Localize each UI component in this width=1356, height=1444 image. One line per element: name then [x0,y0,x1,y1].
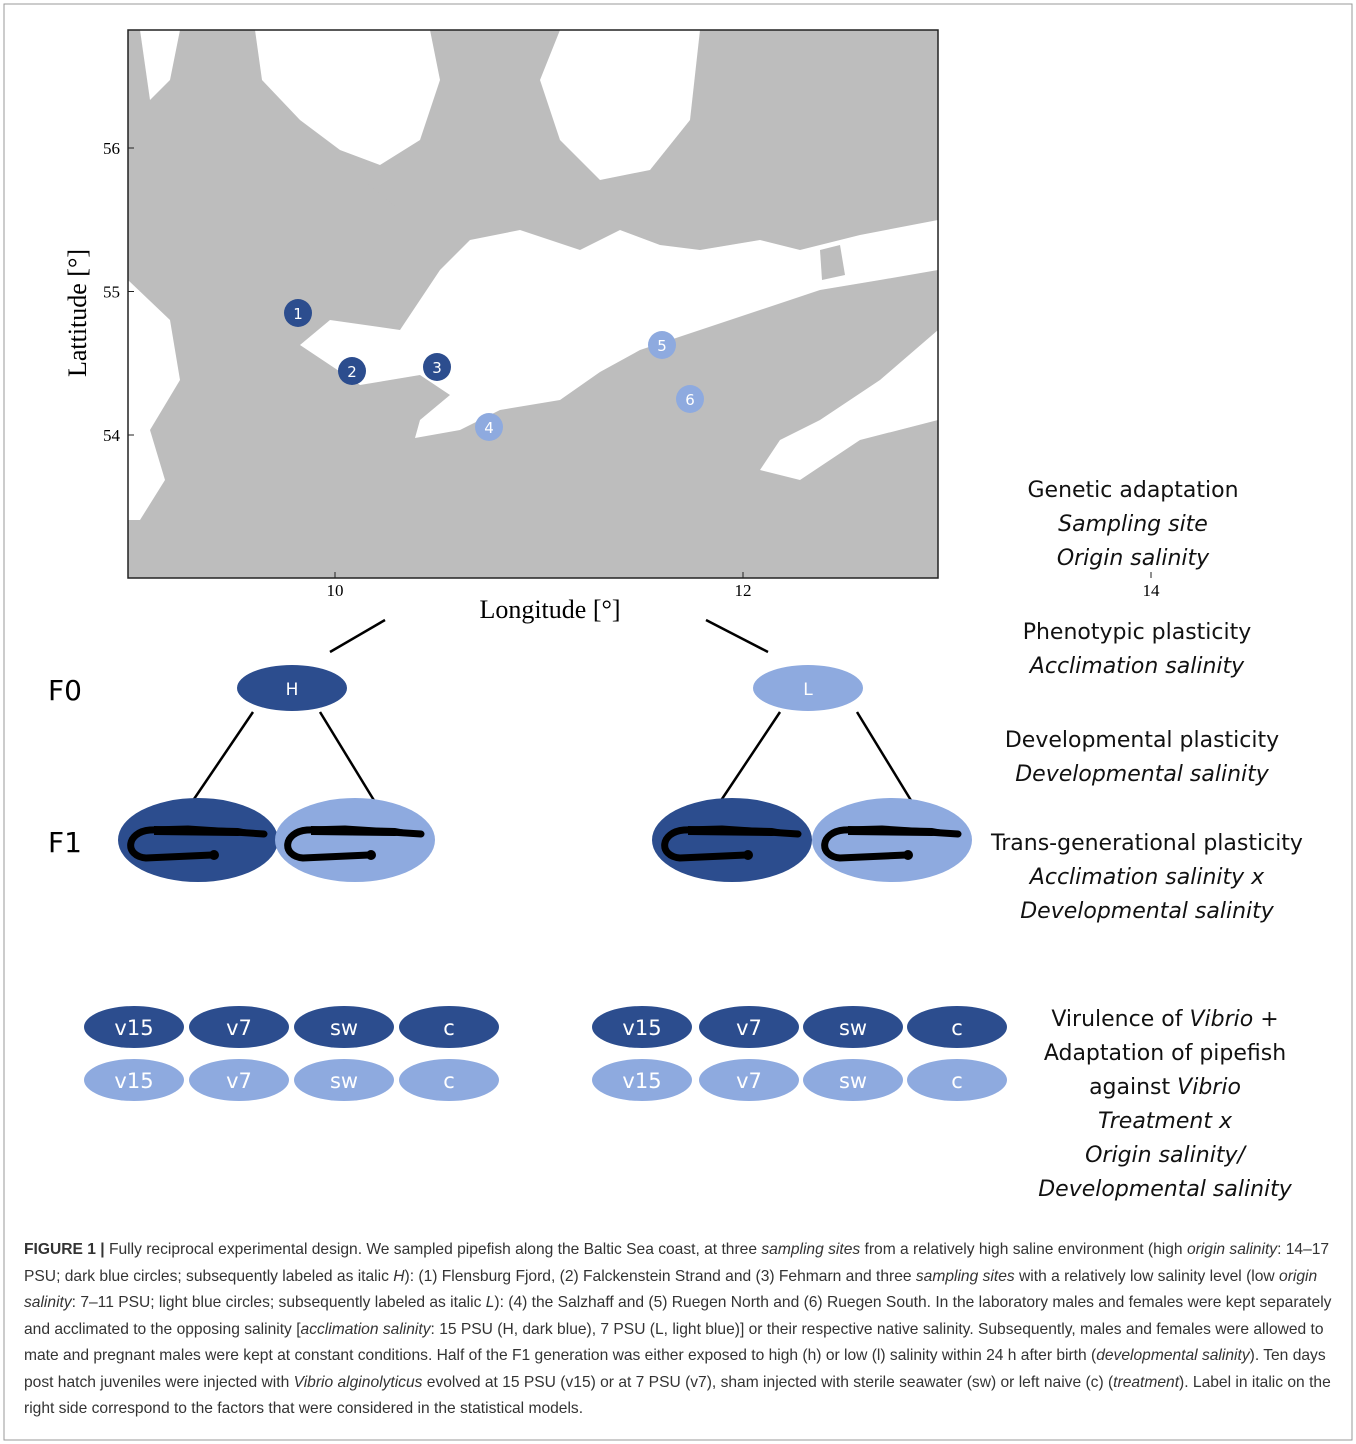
factor-line: Developmental salinity [1015,762,1270,787]
f1-node [275,798,435,882]
f1-label: F1 [48,826,82,859]
caption-text: treatment [1113,1374,1179,1391]
factor-text: Developmental salinity [1020,899,1275,924]
x-tick-label: 14 [1143,581,1161,600]
factor-line: Treatment x [1098,1109,1233,1134]
treatment-label: v7 [736,1016,762,1040]
factor-line: Developmental plasticity [1005,728,1279,753]
factor-text: Virulence of [1051,1007,1189,1032]
caption-text: : 7–11 PSU; light blue circles; subseque… [72,1294,486,1311]
figure: Longitude [°] Lattitude [°] F0 F1 101214… [0,0,1356,1444]
f0-node-label: H [286,680,299,700]
site-label: 1 [293,305,303,323]
caption-text: Vibrio alginolyticus [294,1374,423,1391]
y-tick-label: 54 [103,426,121,445]
treatment-label: v7 [736,1069,762,1093]
caption-text: from a relatively high saline environmen… [860,1241,1187,1258]
factor-line: Developmental salinity [1020,899,1275,924]
treatment-label: sw [330,1069,358,1093]
x-axis-label: Longitude [°] [479,595,620,624]
caption-text: evolved at 15 PSU (v15) or at 7 PSU (v7)… [422,1374,1113,1391]
f0-label: F0 [48,674,82,707]
x-tick-label: 10 [327,581,344,600]
caption-text: acclimation salinity [301,1321,431,1338]
factor-line: against Vibrio [1089,1075,1241,1100]
factor-text: Phenotypic plasticity [1023,620,1252,645]
factor-line: Origin salinity [1057,546,1210,571]
factor-text: Developmental salinity [1038,1177,1293,1202]
connector [192,712,253,802]
f1-node [118,798,278,882]
factor-text: + [1253,1007,1278,1032]
map [128,30,938,578]
connector [706,620,768,652]
caption-text: Fully reciprocal experimental design. We… [105,1241,762,1258]
treatment-label: v15 [114,1069,153,1093]
treatment-label: v15 [114,1016,153,1040]
factor-line: Acclimation salinity [1028,654,1245,679]
treatment-label: c [951,1016,963,1040]
treatment-label: v15 [622,1016,661,1040]
caption-text: origin salinity [1187,1241,1277,1258]
f1-node [652,798,812,882]
f0-node-label: L [803,680,813,700]
y-tick-label: 55 [103,283,120,302]
factor-line: Sampling site [1058,512,1208,537]
factor-text: against [1089,1075,1177,1100]
site-label: 4 [484,419,494,437]
connectors [192,620,912,802]
treatment-label: v7 [226,1016,252,1040]
factor-text: Sampling site [1058,512,1208,537]
caption-text: ): (1) Flensburg Fjord, (2) Falckenstein… [405,1268,916,1285]
factor-line: Origin salinity/ [1085,1143,1247,1168]
factor-text: Genetic adaptation [1027,478,1238,503]
page: {"map": {"x_label": "Longitude [°]", "y_… [0,0,1356,1444]
treatment-label: v7 [226,1069,252,1093]
connector [320,712,375,802]
caption-text: H [393,1268,404,1285]
factor-line: Virulence of Vibrio + [1051,1007,1278,1032]
factor-text: Acclimation salinity [1028,654,1245,679]
factor-text: Treatment x [1098,1109,1233,1134]
factor-line: Phenotypic plasticity [1023,620,1252,645]
factor-text: Developmental salinity [1015,762,1270,787]
connector [857,712,912,802]
site-label: 6 [685,391,695,409]
treatment-label: sw [839,1069,867,1093]
treatment-label: v15 [622,1069,661,1093]
y-tick-label: 56 [103,139,120,158]
factor-text: Acclimation salinity x [1028,865,1265,890]
connector [330,620,385,652]
site-label: 2 [347,363,357,381]
factor-line: Developmental salinity [1038,1177,1293,1202]
factor-line: Adaptation of pipefish [1044,1041,1286,1066]
treatment-label: c [951,1069,963,1093]
site-label: 3 [432,359,442,377]
factor-text: Trans-generational plasticity [990,831,1303,856]
factor-text: Vibrio [1177,1075,1241,1100]
caption-text: developmental salinity [1096,1347,1249,1364]
treatment-label: sw [839,1016,867,1040]
caption-text: FIGURE 1 | [24,1241,105,1258]
factor-text: Vibrio [1189,1007,1253,1032]
x-tick-label: 12 [735,581,752,600]
site-label: 5 [657,337,667,355]
factor-line: Trans-generational plasticity [990,831,1303,856]
factor-line: Acclimation salinity x [1028,865,1265,890]
caption-text: sampling sites [916,1268,1015,1285]
factor-text: Adaptation of pipefish [1044,1041,1286,1066]
connector [720,712,780,802]
caption: FIGURE 1 | Fully reciprocal experimental… [24,1237,1336,1423]
caption-text: with a relatively low salinity level (lo… [1015,1268,1279,1285]
treatment-label: sw [330,1016,358,1040]
factor-text: Origin salinity [1057,546,1210,571]
factor-text: Origin salinity/ [1085,1143,1247,1168]
caption-text: sampling sites [761,1241,860,1258]
factor-line: Genetic adaptation [1027,478,1238,503]
factor-text: Developmental plasticity [1005,728,1279,753]
treatment-label: c [443,1016,455,1040]
treatment-label: c [443,1069,455,1093]
f1-node [812,798,972,882]
y-axis-label: Lattitude [°] [63,249,92,377]
